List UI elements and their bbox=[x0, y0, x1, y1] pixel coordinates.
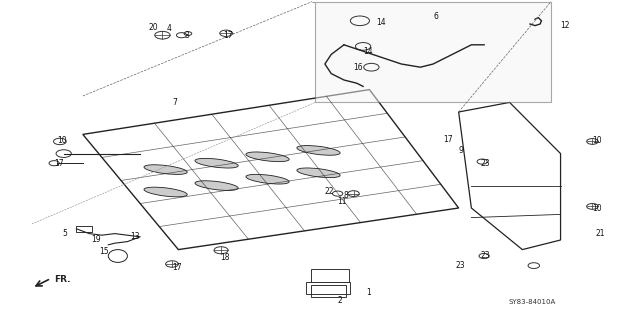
Ellipse shape bbox=[144, 187, 187, 197]
Text: 17: 17 bbox=[172, 263, 182, 272]
Text: 21: 21 bbox=[596, 229, 605, 238]
Text: SY83-84010A: SY83-84010A bbox=[508, 300, 555, 305]
Ellipse shape bbox=[195, 181, 238, 190]
Text: 17: 17 bbox=[443, 135, 452, 144]
Text: 2: 2 bbox=[338, 296, 342, 305]
Bar bbox=[76, 226, 92, 232]
Text: 17: 17 bbox=[54, 159, 64, 168]
Text: 9: 9 bbox=[459, 146, 464, 155]
Ellipse shape bbox=[246, 152, 289, 162]
Text: 13: 13 bbox=[131, 232, 140, 241]
Bar bbox=[311, 285, 346, 297]
Text: 19: 19 bbox=[91, 236, 101, 244]
Bar bbox=[315, 2, 551, 102]
Text: 18: 18 bbox=[220, 253, 229, 262]
Text: 20: 20 bbox=[148, 23, 158, 32]
Text: 23: 23 bbox=[481, 159, 490, 168]
Text: 14: 14 bbox=[376, 18, 385, 27]
Text: 14: 14 bbox=[363, 47, 373, 56]
Text: 10: 10 bbox=[592, 136, 602, 145]
Text: 4: 4 bbox=[167, 24, 172, 33]
Ellipse shape bbox=[144, 165, 187, 174]
Text: 22: 22 bbox=[325, 188, 334, 196]
Text: 15: 15 bbox=[99, 247, 108, 256]
Ellipse shape bbox=[297, 168, 340, 178]
Ellipse shape bbox=[297, 146, 340, 155]
Text: 6: 6 bbox=[433, 12, 438, 20]
Text: 5: 5 bbox=[62, 229, 67, 238]
Text: 11: 11 bbox=[338, 197, 347, 206]
Text: 7: 7 bbox=[172, 98, 177, 107]
Text: 17: 17 bbox=[223, 31, 233, 40]
Text: FR.: FR. bbox=[54, 275, 71, 284]
Text: 12: 12 bbox=[561, 21, 570, 30]
Ellipse shape bbox=[195, 158, 238, 168]
Bar bbox=[311, 269, 349, 282]
Text: 3: 3 bbox=[185, 31, 190, 40]
Text: 16: 16 bbox=[354, 63, 363, 72]
Text: 10: 10 bbox=[57, 136, 67, 145]
Text: 10: 10 bbox=[592, 204, 602, 212]
Text: 23: 23 bbox=[481, 252, 490, 260]
Text: 1: 1 bbox=[366, 288, 371, 297]
Text: 23: 23 bbox=[455, 261, 465, 270]
Text: 8: 8 bbox=[344, 191, 348, 200]
Ellipse shape bbox=[246, 174, 289, 184]
Bar bbox=[306, 282, 350, 294]
